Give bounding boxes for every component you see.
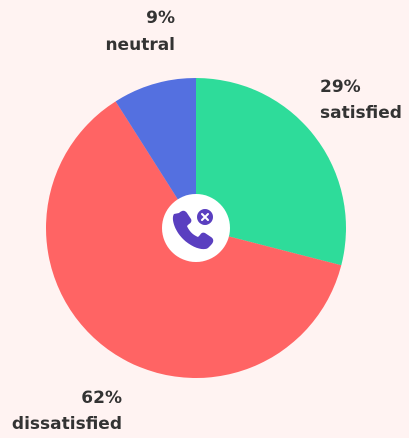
- value-label: 62%: [81, 388, 122, 408]
- center-icon: [162, 194, 230, 262]
- value-label: 9%: [146, 8, 175, 28]
- category-label: dissatisfied: [12, 414, 122, 434]
- pie-slice: [196, 78, 346, 266]
- value-label: 29%: [320, 77, 361, 97]
- pie-slice: [115, 78, 196, 228]
- category-label: neutral: [105, 35, 175, 55]
- category-label: satisfied: [320, 103, 402, 123]
